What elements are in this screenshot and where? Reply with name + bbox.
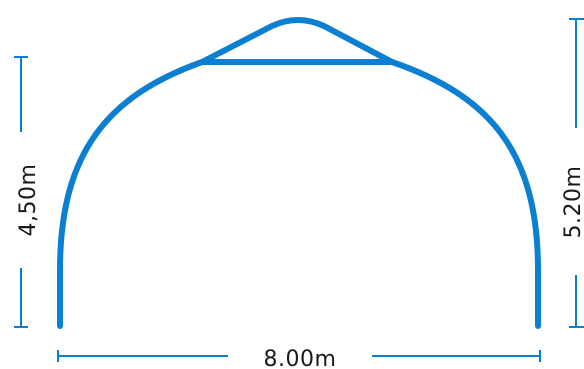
width-label: 8.00m	[264, 347, 337, 369]
side-height-dimension	[14, 56, 28, 328]
tent-frame	[57, 17, 541, 329]
roof-peak	[199, 17, 395, 65]
peak-height-dimension	[569, 18, 584, 328]
right-leg-and-arch	[389, 59, 541, 329]
peak-height-label: 5.20m	[561, 166, 584, 239]
width-dimension	[57, 350, 541, 362]
left-leg-and-arch	[57, 59, 205, 329]
side-height-label: 4,50m	[16, 164, 41, 237]
